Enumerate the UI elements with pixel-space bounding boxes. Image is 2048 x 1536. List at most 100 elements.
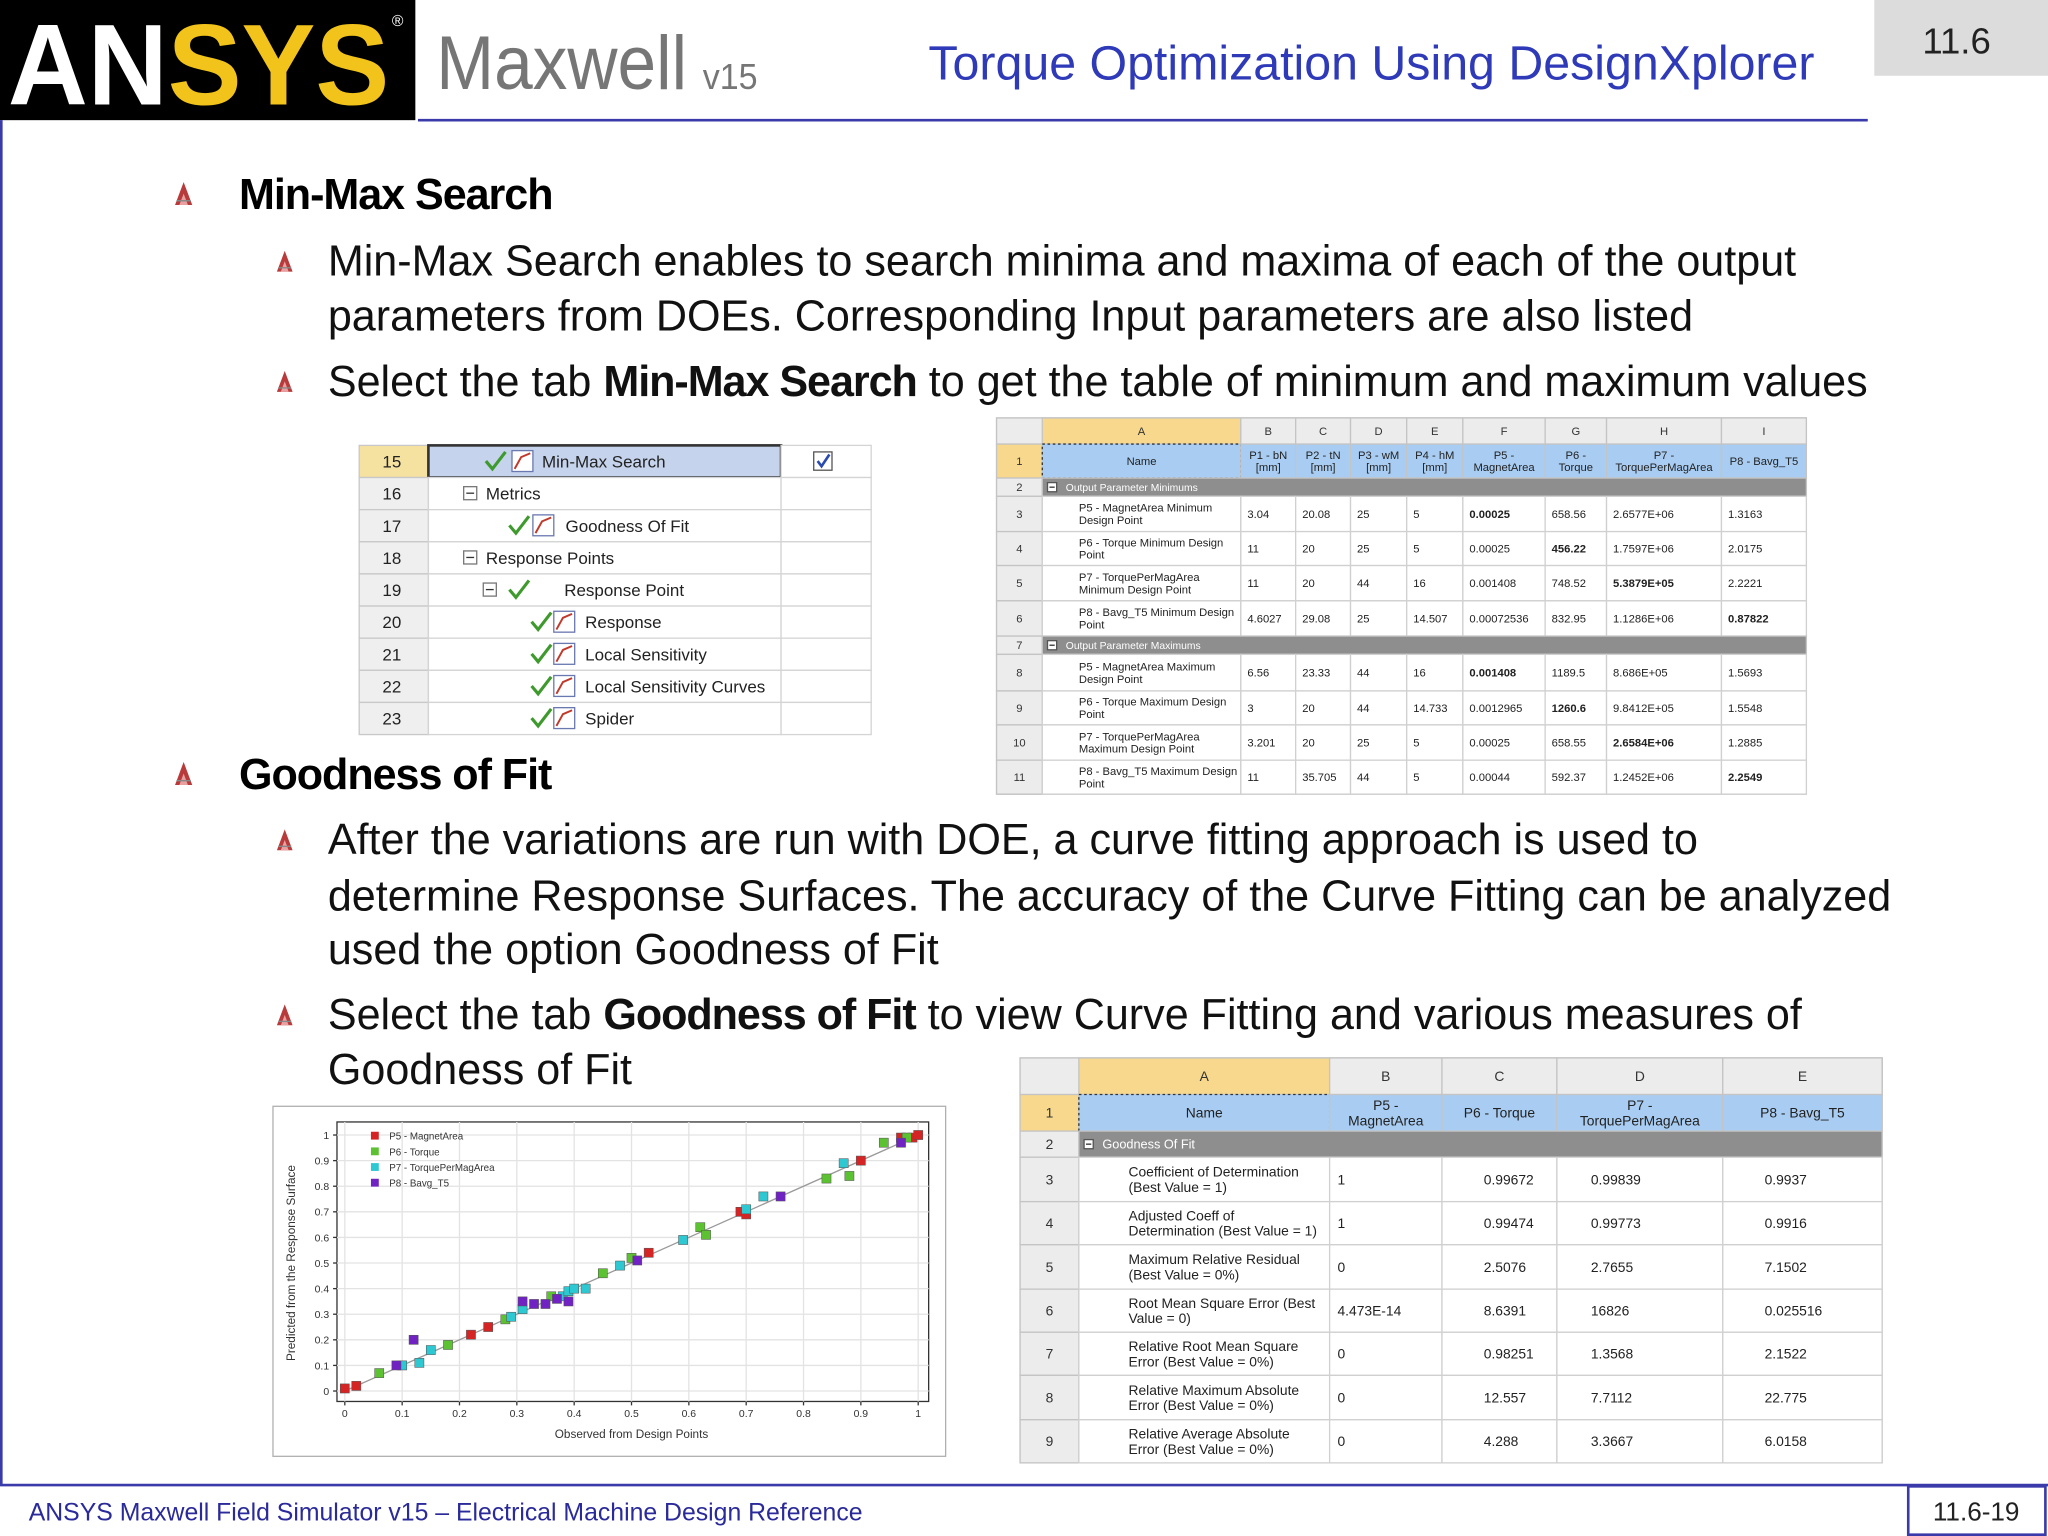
group-label: Output Parameter Minimums bbox=[1066, 483, 1198, 494]
header-cell bbox=[1605, 443, 1723, 479]
body-cell bbox=[1462, 759, 1546, 795]
tree-flag-cell bbox=[780, 476, 872, 511]
cell-value: 2.6577E+06 bbox=[1613, 509, 1674, 521]
tree-number: 22 bbox=[382, 678, 401, 697]
tree-number: 18 bbox=[382, 549, 401, 568]
row-number: 4 bbox=[1046, 1215, 1054, 1231]
cell-text: P5 - MagnetArea Maximum Design Point bbox=[1079, 661, 1216, 685]
body-cell bbox=[1041, 564, 1242, 602]
check-icon bbox=[530, 675, 553, 697]
point bbox=[483, 1322, 493, 1332]
row-number-cell bbox=[995, 600, 1043, 637]
point bbox=[598, 1268, 608, 1279]
header-text: [mm] bbox=[1366, 462, 1391, 474]
bullet-shape bbox=[280, 381, 289, 392]
header-text: MagnetArea bbox=[1473, 462, 1535, 474]
body-cell bbox=[1328, 1419, 1443, 1464]
y-tick-label: 0.5 bbox=[315, 1259, 330, 1270]
body-cell bbox=[1722, 1156, 1883, 1203]
cell-value: 0.99474 bbox=[1484, 1215, 1534, 1231]
body-cell bbox=[1041, 600, 1242, 637]
cell-value: 4.473E-14 bbox=[1337, 1303, 1401, 1319]
cell-text: Maximum Relative Residual (Best Value = 0… bbox=[1128, 1251, 1299, 1282]
cell-value: 2.5076 bbox=[1484, 1259, 1527, 1275]
bullet-shape bbox=[280, 1014, 289, 1026]
logo: ANSYS bbox=[8, 1, 389, 129]
body-cell bbox=[1328, 1244, 1443, 1290]
cell-value: 1.7597E+06 bbox=[1613, 544, 1674, 556]
tree-number-cell bbox=[358, 669, 430, 704]
cell-text: Root Mean Square Error (Best Value = 0) bbox=[1128, 1295, 1315, 1326]
text-line: P6 - Torque Maximum Design bbox=[1079, 697, 1227, 709]
page-number: 11.6-19 bbox=[1933, 1496, 2020, 1526]
y-tick-label: 0.8 bbox=[315, 1182, 330, 1193]
y-tick-label: 0.1 bbox=[315, 1361, 330, 1372]
item-icon-glyph bbox=[555, 645, 573, 663]
cell-value: 44 bbox=[1357, 703, 1369, 715]
bullet-shape bbox=[280, 839, 289, 851]
x-axis-title: Observed from Design Points bbox=[555, 1428, 709, 1441]
body-cell bbox=[1406, 759, 1464, 795]
cell-value: 0.00025 bbox=[1469, 509, 1510, 521]
legend-swatch bbox=[370, 1178, 379, 1187]
point bbox=[844, 1171, 855, 1181]
body-cell bbox=[1605, 564, 1723, 602]
body-cell bbox=[1720, 600, 1808, 637]
text-line: Error (Best Value = 0%) bbox=[1128, 1441, 1273, 1457]
column-letter: E bbox=[1798, 1068, 1807, 1084]
version: v15 bbox=[703, 56, 758, 97]
row-number: 8 bbox=[1016, 668, 1022, 680]
item-icon-glyph bbox=[513, 452, 531, 470]
body-cell bbox=[1720, 653, 1808, 692]
cell-value: 22.775 bbox=[1765, 1389, 1808, 1405]
text-line: P6 - Torque Minimum Design bbox=[1079, 537, 1223, 549]
bullet-segment: Min-Max Search bbox=[603, 358, 916, 406]
cell-value: 6.56 bbox=[1247, 668, 1269, 680]
legend-label: P7 - TorquePerMagArea bbox=[389, 1163, 495, 1174]
y-axis-title: Predicted from the Response Surface bbox=[285, 1165, 298, 1361]
row-number-cell bbox=[1019, 1156, 1080, 1203]
text-line: P7 - TorquePerMagArea bbox=[1079, 572, 1201, 584]
column-letter: D bbox=[1375, 426, 1383, 438]
cell-value: 2.0175 bbox=[1728, 544, 1762, 556]
body-cell bbox=[1556, 1244, 1724, 1290]
cell-value: 44 bbox=[1357, 772, 1369, 784]
check-icon bbox=[530, 611, 553, 633]
text-line: P8 - Bavg_T5 Maximum Design bbox=[1079, 766, 1237, 778]
header-cell bbox=[1720, 443, 1808, 479]
body-cell bbox=[1441, 1156, 1558, 1203]
point bbox=[838, 1158, 849, 1169]
body-cell bbox=[1462, 600, 1546, 637]
header-text: P8 - Bavg_T5 bbox=[1760, 1105, 1845, 1121]
cell-value: 11 bbox=[1247, 578, 1259, 590]
row-number: 2 bbox=[1016, 482, 1022, 494]
cell-value: 2.2549 bbox=[1728, 772, 1762, 784]
cell-value: 1.3568 bbox=[1591, 1346, 1634, 1362]
header-cell bbox=[1240, 443, 1297, 479]
checkbox-tick bbox=[816, 453, 831, 469]
cell-value: 1.1286E+06 bbox=[1613, 613, 1674, 625]
text-line: (Best Value = 0%) bbox=[1128, 1266, 1239, 1282]
point bbox=[821, 1173, 832, 1184]
y-tick-label: 0.4 bbox=[315, 1285, 330, 1296]
header-text: MagnetArea bbox=[1348, 1112, 1424, 1128]
cell-text: Relative Root Mean Square Error (Best Val… bbox=[1128, 1338, 1298, 1369]
check-icon bbox=[508, 579, 531, 600]
point bbox=[414, 1358, 425, 1368]
header-text: P5 - bbox=[1373, 1097, 1398, 1113]
text-line: Point bbox=[1079, 620, 1105, 632]
body-cell bbox=[1406, 724, 1464, 761]
cell-value: 658.56 bbox=[1552, 509, 1586, 521]
cell-value: 0.0012965 bbox=[1469, 703, 1522, 715]
tree-flag-cell bbox=[780, 508, 872, 543]
text-line: Design Point bbox=[1079, 674, 1143, 686]
cell-value: 16 bbox=[1413, 668, 1425, 680]
bullet-heading: Goodness of Fit bbox=[239, 751, 552, 799]
bullet-shape bbox=[175, 761, 193, 785]
x-tick-label: 0.1 bbox=[395, 1409, 410, 1420]
column-letter: E bbox=[1431, 426, 1438, 438]
tree-number-cell bbox=[358, 701, 430, 736]
body-cell bbox=[1720, 495, 1808, 533]
body-cell bbox=[1240, 690, 1297, 726]
cell-text: Coefficient of Determination (Best Value … bbox=[1128, 1164, 1298, 1195]
